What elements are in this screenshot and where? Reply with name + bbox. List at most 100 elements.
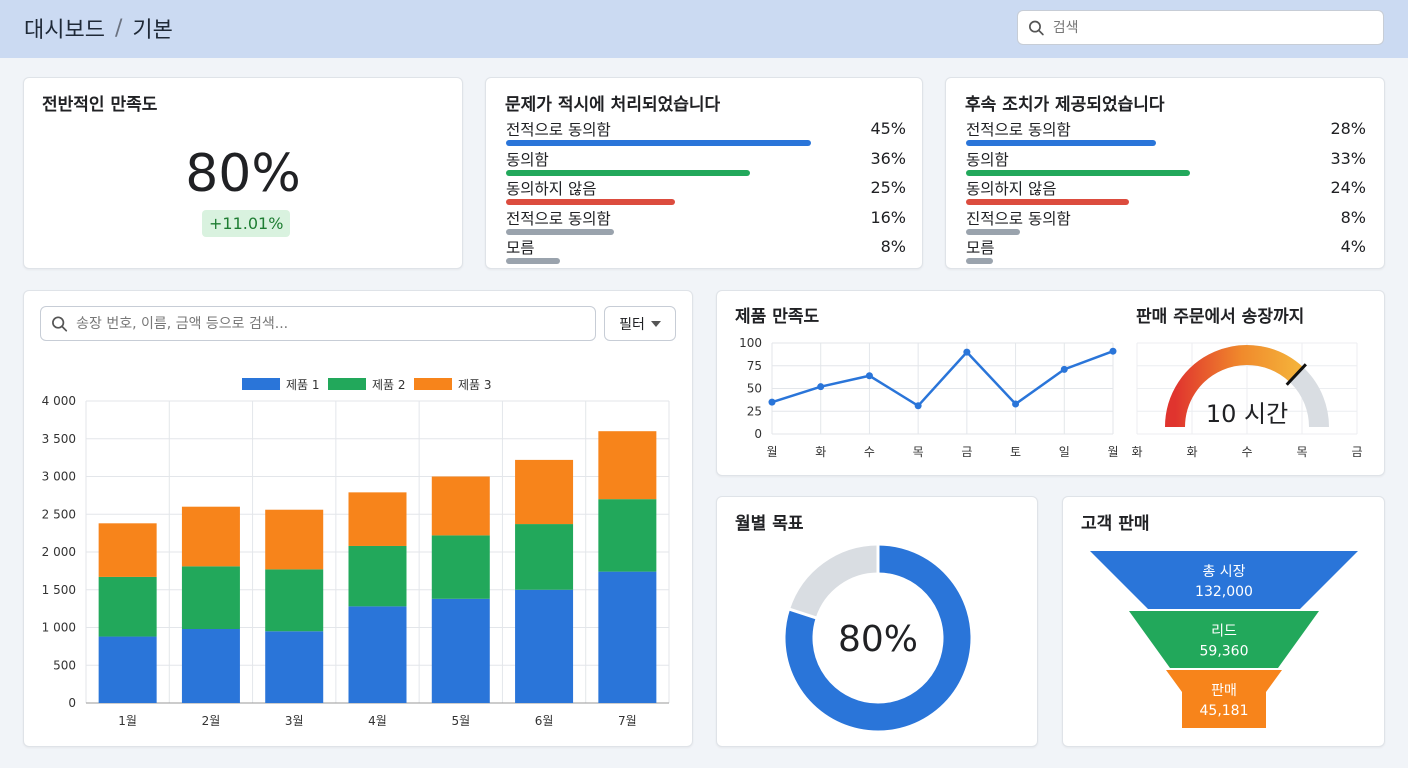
x-tick-label: 일 [1059,445,1070,459]
bar-segment [98,576,157,637]
followup-title: 후속 조치가 제공되었습니다 [965,95,1165,115]
funnel-stage-value: 59,360 [1200,644,1249,660]
x-tick-label: 3월 [285,714,304,728]
filter-label: 필터 [619,316,645,333]
survey-row-label: 동의하지 않음 [506,180,597,198]
y-tick-label: 500 [53,658,76,672]
x-tick-label: 5월 [451,714,470,728]
customer-sales-funnel: 총 시장 132,000 리드 59,360 판매 45,181 [1090,551,1358,728]
y-tick-label: 25 [747,404,762,418]
invoice-search-input[interactable] [76,315,595,332]
survey-row: 동의함 33% [966,148,1366,178]
legend-swatch [328,378,366,390]
survey-row: 동의하지 않음 24% [966,177,1366,207]
global-search[interactable] [1017,10,1384,45]
bar-segment [598,431,657,500]
x-tick-label: 화 [815,445,826,459]
survey-row-label: 모름 [966,239,995,257]
breadcrumb: 대시보드 / 기본 [24,12,173,44]
survey-row-percent: 28% [1330,119,1366,138]
x-tick-label: 목 [913,445,924,459]
y-tick-label: 50 [747,382,762,396]
customer-sales-card: 고객 판매 총 시장 132,000 리드 59,360 판매 45,181 [1062,496,1385,747]
line-point [1109,347,1117,355]
x-tick-label: 7월 [618,714,637,728]
x-tick-label: 6월 [535,714,554,728]
bar-segment [598,571,657,703]
survey-row-percent: 4% [1340,237,1366,256]
legend-label: 제품 2 [372,378,406,392]
funnel-stage-label: 판매 [1211,683,1237,699]
followup-card: 후속 조치가 제공되었습니다 전적으로 동의함 28% 동의함 33% 동의하지 않음 2… [945,77,1385,269]
survey-row-bar [506,169,750,176]
legend-swatch [414,378,452,390]
survey-row: 전적으로 동의함 16% [506,207,906,237]
funnel-stage [1090,551,1358,609]
survey-row-percent: 8% [880,237,906,256]
bar-segment [515,589,574,703]
survey-row-percent: 45% [870,119,906,138]
bar-segment [181,566,240,630]
survey-row-percent: 25% [870,178,906,197]
line-point [914,402,922,410]
survey-row: 모름 8% [506,236,906,266]
x-tick-label: 화 [1186,445,1197,459]
funnel-stage-value: 45,181 [1200,703,1249,719]
funnel-stage-value: 132,000 [1195,584,1253,600]
survey-row-bar [966,169,1190,176]
filter-button[interactable]: 필터 [604,306,676,341]
bar-segment [431,598,490,703]
bar-segment [265,631,324,703]
line-point [1060,365,1068,373]
funnel-stage [1129,611,1319,668]
customer-sales-title: 고객 판매 [1081,514,1150,534]
survey-row: 전적으로 동의함 28% [966,118,1366,148]
survey-row: 동의하지 않음 25% [506,177,906,207]
x-tick-label: 월 [1107,445,1118,459]
bar-segment [265,569,324,632]
survey-row-bar [966,140,1156,146]
survey-row-label: 전적으로 동의함 [506,209,611,228]
bar-segment [431,535,490,599]
y-tick-label: 1 500 [42,583,76,597]
x-tick-label: 화 [1131,445,1142,459]
product-satisfaction-title: 제품 만족도 [735,307,820,327]
bar-segment [515,524,574,590]
bar-segment [181,506,240,567]
y-tick-label: 3 500 [42,432,76,446]
line-point [1012,400,1020,408]
search-icon [52,315,68,332]
bar-segment [515,459,574,525]
x-tick-label: 토 [1010,445,1021,459]
y-tick-label: 75 [747,359,762,373]
x-tick-label: 수 [1241,445,1252,459]
top-bar: 대시보드 / 기본 [0,0,1408,58]
y-tick-label: 2 500 [42,507,76,521]
legend-swatch [242,378,280,390]
funnel-stage-label: 총 시장 [1202,564,1245,580]
survey-row-label: 전적으로 동의함 [966,121,1071,139]
monthly-goal-card: 월별 목표 80% [716,496,1038,747]
timely-handling-card: 문제가 적시에 처리되었습니다 전적으로 동의함 45% 동의함 36% 동의하지 않음… [485,77,923,269]
monthly-goal-donut: 80% [785,544,971,731]
line-point [865,372,873,380]
breadcrumb-dashboard[interactable]: 대시보드 [24,18,105,43]
overall-satisfaction-value: 80% [185,144,301,204]
survey-row-bar [506,140,811,146]
invoice-search[interactable] [40,306,596,341]
survey-row-bar [966,199,1129,205]
x-tick-label: 월 [766,445,777,459]
bar-segment [348,606,407,703]
donut-gap [788,607,818,620]
global-search-input[interactable] [1052,19,1383,36]
x-tick-label: 수 [864,445,875,459]
x-tick-label: 2월 [202,714,221,728]
x-tick-label: 금 [961,445,972,459]
survey-row-bar [506,228,615,235]
funnel-stage-label: 리드 [1211,624,1237,640]
bar-segment [265,509,324,570]
gauge-fill [1165,345,1304,428]
chevron-down-icon [650,320,661,327]
survey-row-percent: 33% [1330,148,1366,168]
survey-row-percent: 36% [870,148,906,168]
